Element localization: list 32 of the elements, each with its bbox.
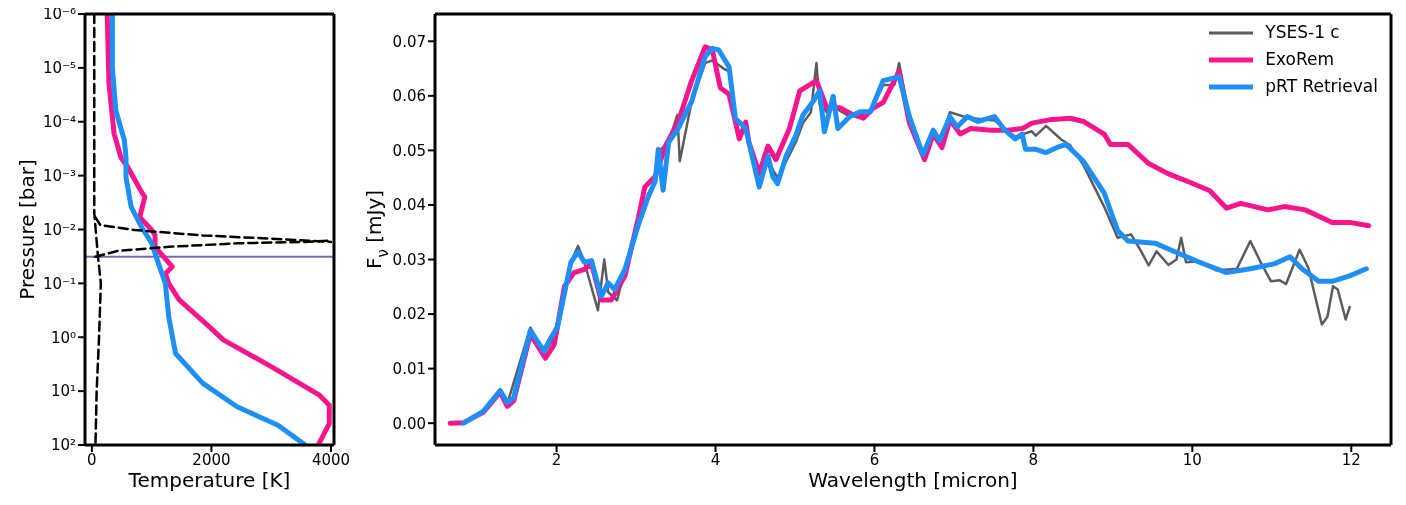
y-tick-label: 0.04 [392,196,426,215]
x-tick-label: 12 [1341,450,1361,469]
x-tick-label: 10 [1182,450,1202,469]
legend-label: pRT Retrieval [1265,75,1378,98]
y-tick-label: 10⁻¹ [42,274,76,293]
y-tick-label: 0.00 [392,414,426,433]
x-tick-label: 4000 [311,450,351,469]
y-tick-label: 10⁰ [50,328,76,347]
y-tick-label: 0.01 [392,359,426,378]
y-tick-label: 0.06 [392,87,426,106]
x-tick-label: 2 [551,450,562,469]
y-tick-label: 0.05 [392,141,426,160]
y-tick-label: 10⁻⁶ [42,5,76,24]
legend-label: ExoRem [1265,48,1335,71]
legend-label: YSES-1 c [1265,21,1340,44]
y-tick-label: 10⁻⁴ [42,113,76,132]
y-tick-label: 0.03 [392,250,426,269]
y-tick-label: 0.07 [392,32,426,51]
x-tick-label: 6 [869,450,880,469]
x-tick-label: 4 [710,450,721,469]
y-tick-label: 0.02 [392,305,426,324]
x-axis-title: Wavelength [micron] [808,468,1018,492]
x-tick-label: 0 [87,450,97,469]
y-tick-label: 10⁻⁵ [42,59,76,78]
y-tick-label: 10² [50,436,76,455]
x-tick-label: 2000 [192,450,231,469]
y-axis-title: Pressure [bar] [15,159,39,300]
y-tick-label: 10⁻² [42,220,76,239]
y-tick-label: 10¹ [50,382,76,401]
x-axis-title: Temperature [K] [127,468,291,492]
y-tick-label: 10⁻³ [42,166,76,185]
x-tick-label: 8 [1028,450,1039,469]
